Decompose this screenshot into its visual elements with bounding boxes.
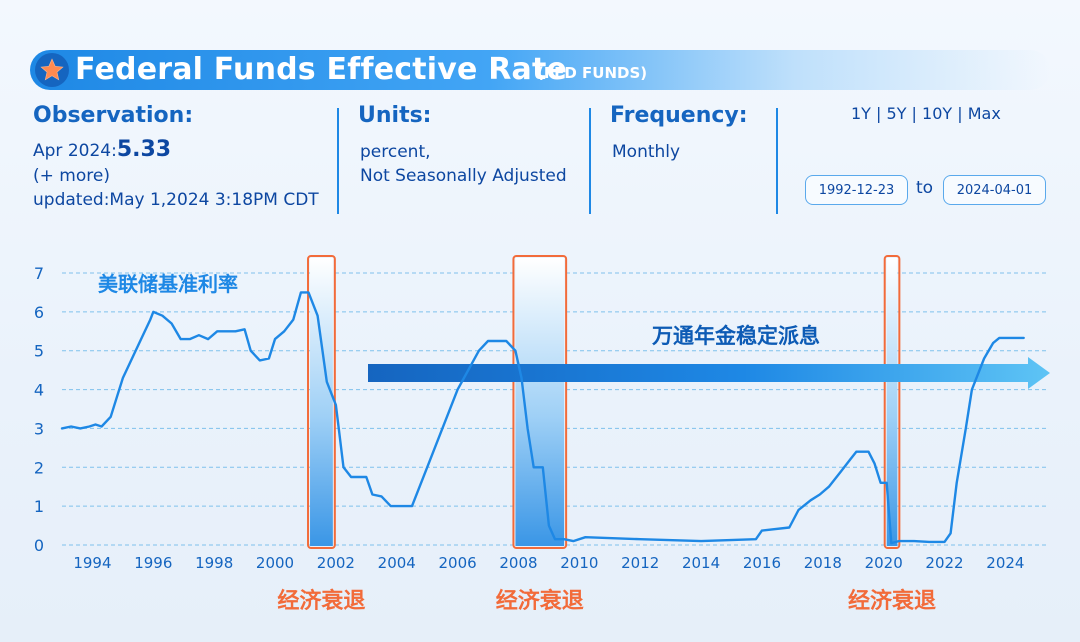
- recession-band: [886, 258, 898, 546]
- x-tick-label: 1998: [195, 554, 233, 572]
- arrow-annotation: 万通年金稳定派息: [651, 324, 820, 348]
- rate-line: [60, 291, 1025, 545]
- recession-frame: [883, 255, 901, 549]
- divider: [337, 108, 339, 214]
- y-tick-label: 0: [34, 536, 44, 555]
- units-line-2: Not Seasonally Adjusted: [360, 166, 567, 186]
- updated-text: updated:May 1,2024 3:18PM CDT: [33, 190, 319, 210]
- recession-band: [515, 258, 565, 546]
- observation-line: Apr 2024:5.33: [33, 138, 171, 163]
- units-line-1: percent,: [360, 142, 431, 162]
- end-date-input[interactable]: 2024-04-01: [943, 175, 1046, 205]
- x-tick-label: 2022: [925, 554, 963, 572]
- observation-date: Apr 2024:: [33, 141, 117, 161]
- x-tick-label: 2000: [256, 554, 294, 572]
- x-tick-label: 1996: [134, 554, 172, 572]
- series-annotation: 美联储基准利率: [98, 272, 238, 296]
- star-badge: [35, 53, 69, 87]
- x-tick-label: 2004: [378, 554, 416, 572]
- y-tick-label: 3: [34, 419, 44, 438]
- x-tick-label: 2006: [439, 554, 477, 572]
- recession-label: 经济衰退: [277, 588, 365, 614]
- x-tick-label: 2008: [499, 554, 537, 572]
- recession-frame: [512, 255, 568, 549]
- units-label: Units:: [358, 103, 432, 128]
- x-tick-label: 1994: [73, 554, 111, 572]
- x-tick-label: 2012: [621, 554, 659, 572]
- x-tick-label: 2014: [682, 554, 720, 572]
- recession-label: 经济衰退: [496, 588, 584, 614]
- start-date-input[interactable]: 1992-12-23: [805, 175, 908, 205]
- observation-label: Observation:: [33, 103, 194, 128]
- y-tick-label: 5: [34, 342, 44, 361]
- x-tick-label: 2010: [560, 554, 598, 572]
- star-icon: [40, 58, 64, 81]
- x-tick-label: 2020: [865, 554, 903, 572]
- x-tick-label: 2018: [804, 554, 842, 572]
- range-links[interactable]: 1Y | 5Y | 10Y | Max: [851, 104, 1001, 123]
- title-bar: [30, 50, 1050, 90]
- divider: [589, 108, 591, 214]
- recession-label: 经济衰退: [848, 588, 936, 614]
- recession-band: [310, 258, 333, 546]
- to-label: to: [916, 178, 934, 198]
- observation-value: 5.33: [116, 137, 172, 162]
- frequency-value: Monthly: [612, 142, 681, 162]
- x-tick-label: 2002: [317, 554, 355, 572]
- x-tick-label: 2016: [743, 554, 781, 572]
- y-tick-label: 6: [34, 303, 44, 322]
- x-tick-label: 2024: [986, 554, 1024, 572]
- y-tick-label: 4: [34, 381, 44, 400]
- frequency-label: Frequency:: [610, 103, 748, 128]
- series-id: (FED FUNDS): [537, 64, 648, 82]
- y-tick-label: 2: [34, 458, 44, 477]
- y-tick-label: 1: [34, 497, 44, 516]
- trend-arrow: [368, 357, 1050, 389]
- more-link[interactable]: (+ more): [33, 166, 110, 186]
- page-title: Federal Funds Effective Rate: [75, 52, 568, 87]
- divider: [776, 108, 778, 214]
- y-tick-label: 7: [34, 264, 44, 283]
